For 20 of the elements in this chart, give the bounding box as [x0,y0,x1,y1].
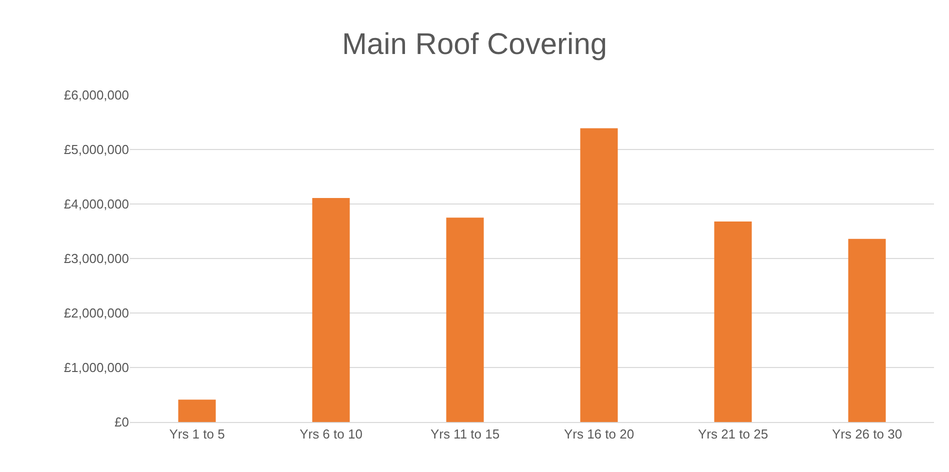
x-tick-label: Yrs 26 to 30 [832,426,902,442]
bar [580,128,618,422]
bar [714,221,752,422]
y-tick-label: £3,000,000 [64,251,129,266]
bar [848,238,886,422]
y-tick-label: £1,000,000 [64,360,129,376]
bar [446,218,484,422]
x-tick-label: Yrs 16 to 20 [564,426,634,442]
y-tick-label: £4,000,000 [64,196,129,212]
bar [178,400,216,422]
y-tick-label: £5,000,000 [64,142,129,158]
y-tick-label: £6,000,000 [64,88,129,103]
x-tick-label: Yrs 11 to 15 [430,426,500,442]
x-tick-label: Yrs 6 to 10 [300,426,362,442]
x-tick-label: Yrs 1 to 5 [169,426,225,442]
x-tick-label: Yrs 21 to 25 [698,426,768,442]
y-tick-label: £2,000,000 [64,306,129,321]
y-tick-label: £0 [114,414,129,430]
chart-title: Main Roof Covering [342,28,608,62]
bar [312,198,350,422]
